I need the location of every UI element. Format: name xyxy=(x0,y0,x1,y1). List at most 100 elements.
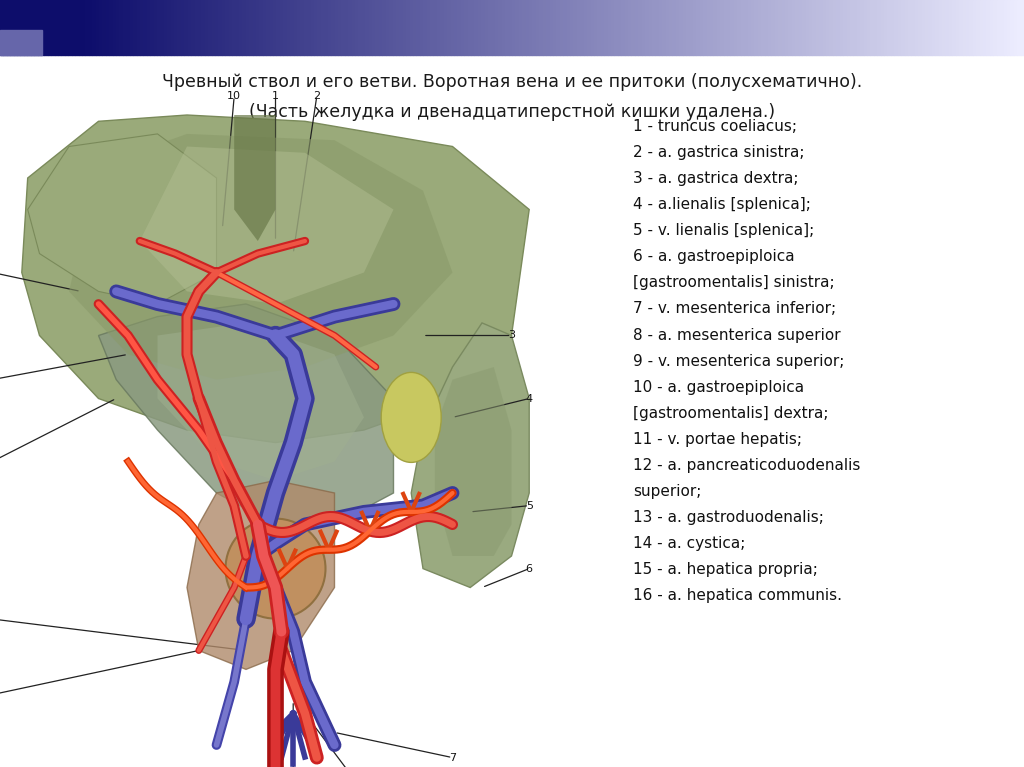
Bar xyxy=(870,0,873,55)
Bar xyxy=(901,0,904,55)
Bar xyxy=(328,0,331,55)
Bar xyxy=(161,0,164,55)
Text: 9 - v. mesenterica superior;: 9 - v. mesenterica superior; xyxy=(633,354,844,369)
Bar xyxy=(143,0,146,55)
Bar xyxy=(72,0,75,55)
Bar xyxy=(215,0,218,55)
Bar xyxy=(51,0,54,55)
Bar xyxy=(232,0,236,55)
Bar xyxy=(884,0,888,55)
Polygon shape xyxy=(28,134,216,304)
Bar xyxy=(710,0,714,55)
Bar xyxy=(566,0,570,55)
Bar xyxy=(314,0,317,55)
Bar xyxy=(693,0,696,55)
Bar xyxy=(351,0,355,55)
Bar xyxy=(280,0,284,55)
Bar xyxy=(382,0,386,55)
Bar xyxy=(505,0,509,55)
Text: 16 - a. hepatica communis.: 16 - a. hepatica communis. xyxy=(633,588,842,604)
Bar xyxy=(369,0,372,55)
Bar xyxy=(1011,0,1014,55)
Bar xyxy=(92,0,95,55)
Bar xyxy=(898,0,901,55)
Bar xyxy=(451,0,454,55)
Text: 4 - a.lienalis [splenica];: 4 - a.lienalis [splenica]; xyxy=(633,197,811,212)
Bar xyxy=(310,0,314,55)
Bar xyxy=(840,0,843,55)
Bar xyxy=(560,0,563,55)
Bar xyxy=(75,0,79,55)
Bar xyxy=(730,0,734,55)
Bar xyxy=(120,0,123,55)
Bar xyxy=(218,0,222,55)
Bar xyxy=(253,0,256,55)
Polygon shape xyxy=(22,115,529,443)
Text: 15 - a. hepatica propria;: 15 - a. hepatica propria; xyxy=(633,562,818,578)
Bar xyxy=(806,0,809,55)
Bar xyxy=(17,0,20,55)
Bar xyxy=(361,0,366,55)
Bar xyxy=(228,0,232,55)
Bar xyxy=(243,0,246,55)
Bar xyxy=(966,0,970,55)
Bar xyxy=(256,0,259,55)
Text: 1 - truncus coeliacus;: 1 - truncus coeliacus; xyxy=(633,119,797,134)
Bar xyxy=(894,0,898,55)
Bar xyxy=(983,0,986,55)
Bar xyxy=(41,0,44,55)
Bar xyxy=(686,0,689,55)
Bar xyxy=(202,0,205,55)
Bar xyxy=(642,0,645,55)
Bar xyxy=(294,0,297,55)
Bar xyxy=(20,0,24,55)
Bar xyxy=(556,0,560,55)
Bar xyxy=(284,0,287,55)
Bar xyxy=(167,0,171,55)
Bar xyxy=(335,0,338,55)
Bar xyxy=(273,0,276,55)
Bar xyxy=(0,0,3,55)
Bar xyxy=(826,0,829,55)
Bar xyxy=(778,0,781,55)
Bar xyxy=(61,0,65,55)
Bar xyxy=(611,0,614,55)
Bar xyxy=(413,0,417,55)
Bar xyxy=(399,0,402,55)
Text: 6: 6 xyxy=(525,564,532,574)
Bar xyxy=(751,0,755,55)
Bar xyxy=(737,0,740,55)
Bar xyxy=(625,0,628,55)
Bar xyxy=(1004,0,1007,55)
Bar xyxy=(341,0,345,55)
Bar xyxy=(410,0,413,55)
Text: 2 - a. gastrica sinistra;: 2 - a. gastrica sinistra; xyxy=(633,145,804,160)
Bar xyxy=(550,0,553,55)
Bar xyxy=(300,0,304,55)
Bar xyxy=(263,0,266,55)
Bar xyxy=(679,0,683,55)
Bar xyxy=(287,0,290,55)
Bar xyxy=(208,0,212,55)
Bar xyxy=(28,0,31,55)
Bar xyxy=(154,0,157,55)
Bar xyxy=(246,0,249,55)
Bar xyxy=(269,0,273,55)
Bar xyxy=(440,0,443,55)
Bar xyxy=(707,0,710,55)
Bar xyxy=(379,0,382,55)
Bar xyxy=(829,0,833,55)
Bar xyxy=(867,0,870,55)
Bar xyxy=(788,0,792,55)
Bar xyxy=(945,0,949,55)
Bar xyxy=(740,0,744,55)
Polygon shape xyxy=(412,323,529,588)
Bar xyxy=(402,0,407,55)
Bar xyxy=(591,0,594,55)
Bar xyxy=(495,0,499,55)
Bar xyxy=(1000,0,1004,55)
Bar xyxy=(666,0,669,55)
Bar xyxy=(481,0,484,55)
Bar xyxy=(860,0,863,55)
Polygon shape xyxy=(234,115,275,241)
